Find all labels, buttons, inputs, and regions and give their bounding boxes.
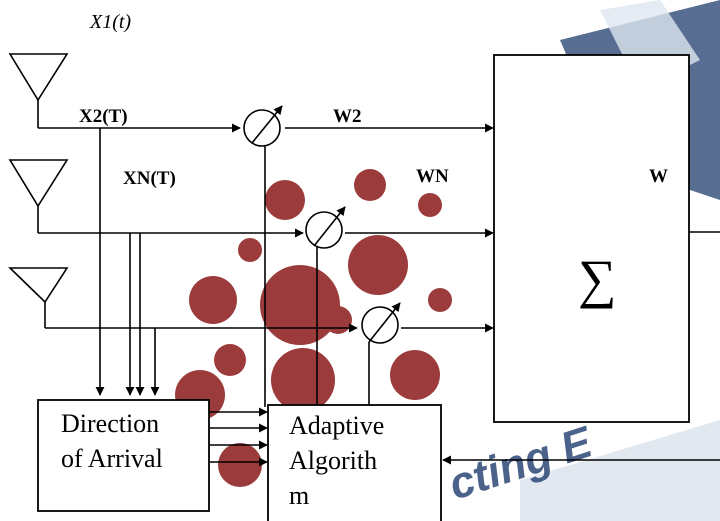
label-x2: X2(T)	[79, 106, 128, 127]
weight-multiplier-3-icon	[361, 302, 401, 344]
weight-multiplier-1-icon	[243, 105, 283, 147]
signal-lines	[38, 123, 720, 467]
label-wn: WN	[416, 166, 449, 187]
doa-box-label: Direction of Arrival	[61, 406, 163, 476]
summer-box	[493, 54, 690, 423]
adaptive-box-label: Adaptive Algorith m	[289, 408, 384, 513]
label-xn: XN(T)	[123, 168, 176, 189]
label-w2: W2	[333, 106, 362, 127]
adaptive-box	[267, 404, 442, 521]
adaptive-box-line-3: m	[289, 481, 310, 511]
antenna-3-icon	[8, 267, 69, 328]
adaptive-box-line-2: Algorith	[289, 446, 378, 476]
antenna-2-icon	[8, 159, 69, 233]
doa-box	[37, 399, 210, 512]
summation-symbol: ∑	[578, 249, 617, 309]
adaptive-box-line-1: Adaptive	[289, 411, 385, 440]
label-x1: X1(t)	[90, 11, 132, 33]
label-w: W	[649, 166, 668, 187]
doa-box-line-1: Direction	[61, 409, 160, 438]
antenna-1-icon	[8, 53, 69, 128]
doa-box-line-2: of Arrival	[61, 444, 163, 474]
weight-multiplier-2-icon	[305, 206, 346, 249]
watermark-blobs	[175, 169, 452, 487]
